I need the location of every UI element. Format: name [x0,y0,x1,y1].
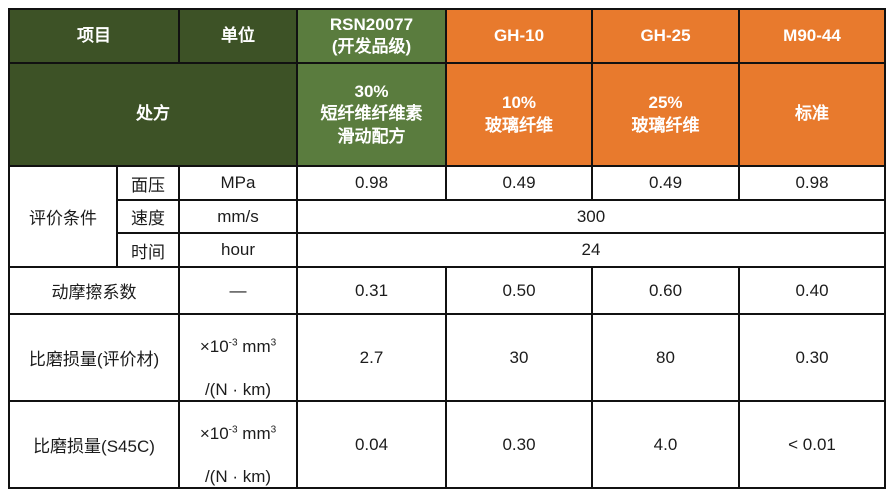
wear-unit-exponent: -3 [228,337,238,349]
wear-s45c-value-m90-44: < 0.01 [738,400,886,489]
condition-name-pressure: 面压 [116,165,180,201]
wear-unit-denominator: /(N · km) [204,466,272,486]
formula-rsn20077: 30% 短纤维纤维素 滑动配方 [296,62,447,167]
pressure-value-rsn20077: 0.98 [296,165,447,201]
wear-unit-denominator: /(N · km) [204,379,272,399]
time-value-all: 24 [296,232,886,268]
formula-label: 处方 [8,62,298,167]
formula-m90-44: 标准 [738,62,886,167]
wear-s45c-value-gh10: 0.30 [445,400,593,489]
friction-value-gh10: 0.50 [445,266,593,315]
condition-name-time: 时间 [116,232,180,268]
wear-s45c-label: 比磨损量(S45C) [8,400,180,489]
wear-eval-value-gh10: 30 [445,313,593,402]
conditions-label: 评价条件 [8,165,118,268]
condition-row-pressure: 评价条件 面压 MPa 0.98 0.49 0.49 0.98 [8,165,886,268]
product-comparison-table: 项目 单位 RSN20077 (开发品级) GH-10 GH-25 M90-44… [8,8,886,489]
wear-s45c-value-gh25: 4.0 [591,400,740,489]
header-item: 项目 [8,8,180,64]
wear-eval-row: 比磨损量(评价材) ×10-3 mm3 /(N · km) 2.7 30 80 … [8,313,886,402]
wear-unit-base: ×10 [199,424,229,444]
wear-s45c-unit: ×10-3 mm3 /(N · km) [178,400,298,489]
formula-row: 处方 30% 短纤维纤维素 滑动配方 10% 玻璃纤维 25% 玻璃纤维 标准 [8,62,886,167]
wear-unit-exponent: -3 [228,424,238,436]
pressure-value-gh25: 0.49 [591,165,740,201]
condition-unit-speed: mm/s [178,199,298,234]
wear-unit-base: ×10 [199,337,229,357]
wear-s45c-value-rsn20077: 0.04 [296,400,447,489]
formula-gh25: 25% 玻璃纤维 [591,62,740,167]
header-product-gh10: GH-10 [445,8,593,64]
condition-unit-time: hour [178,232,298,268]
condition-row-speed: 速度 mm/s 300 [9,199,886,234]
formula-gh10: 10% 玻璃纤维 [445,62,593,167]
friction-unit: — [178,266,298,315]
wear-eval-unit: ×10-3 mm3 /(N · km) [178,313,298,402]
wear-eval-label: 比磨损量(评价材) [8,313,180,402]
wear-unit-cubed: 3 [270,424,277,436]
friction-value-rsn20077: 0.31 [296,266,447,315]
wear-eval-value-rsn20077: 2.7 [296,313,447,402]
wear-eval-value-m90-44: 0.30 [738,313,886,402]
header-product-rsn20077: RSN20077 (开发品级) [296,8,447,64]
wear-unit-mm: mm [237,337,271,357]
header-unit: 单位 [178,8,298,64]
wear-eval-value-gh25: 80 [591,313,740,402]
wear-s45c-row: 比磨损量(S45C) ×10-3 mm3 /(N · km) 0.04 0.30… [8,400,886,489]
condition-row-time: 时间 hour 24 [9,232,886,268]
friction-label: 动摩擦系数 [8,266,180,315]
condition-name-speed: 速度 [116,199,180,234]
header-product-m90-44: M90-44 [738,8,886,64]
friction-row: 动摩擦系数 — 0.31 0.50 0.60 0.40 [8,266,886,315]
pressure-value-m90-44: 0.98 [738,165,886,201]
friction-value-m90-44: 0.40 [738,266,886,315]
wear-unit-mm: mm [237,424,271,444]
wear-unit-cubed: 3 [270,337,277,349]
header-product-gh25: GH-25 [591,8,740,64]
header-row: 项目 单位 RSN20077 (开发品级) GH-10 GH-25 M90-44 [8,8,886,64]
pressure-value-gh10: 0.49 [445,165,593,201]
friction-value-gh25: 0.60 [591,266,740,315]
speed-value-all: 300 [296,199,886,234]
condition-unit-pressure: MPa [178,165,298,201]
page: 项目 单位 RSN20077 (开发品级) GH-10 GH-25 M90-44… [8,8,886,489]
